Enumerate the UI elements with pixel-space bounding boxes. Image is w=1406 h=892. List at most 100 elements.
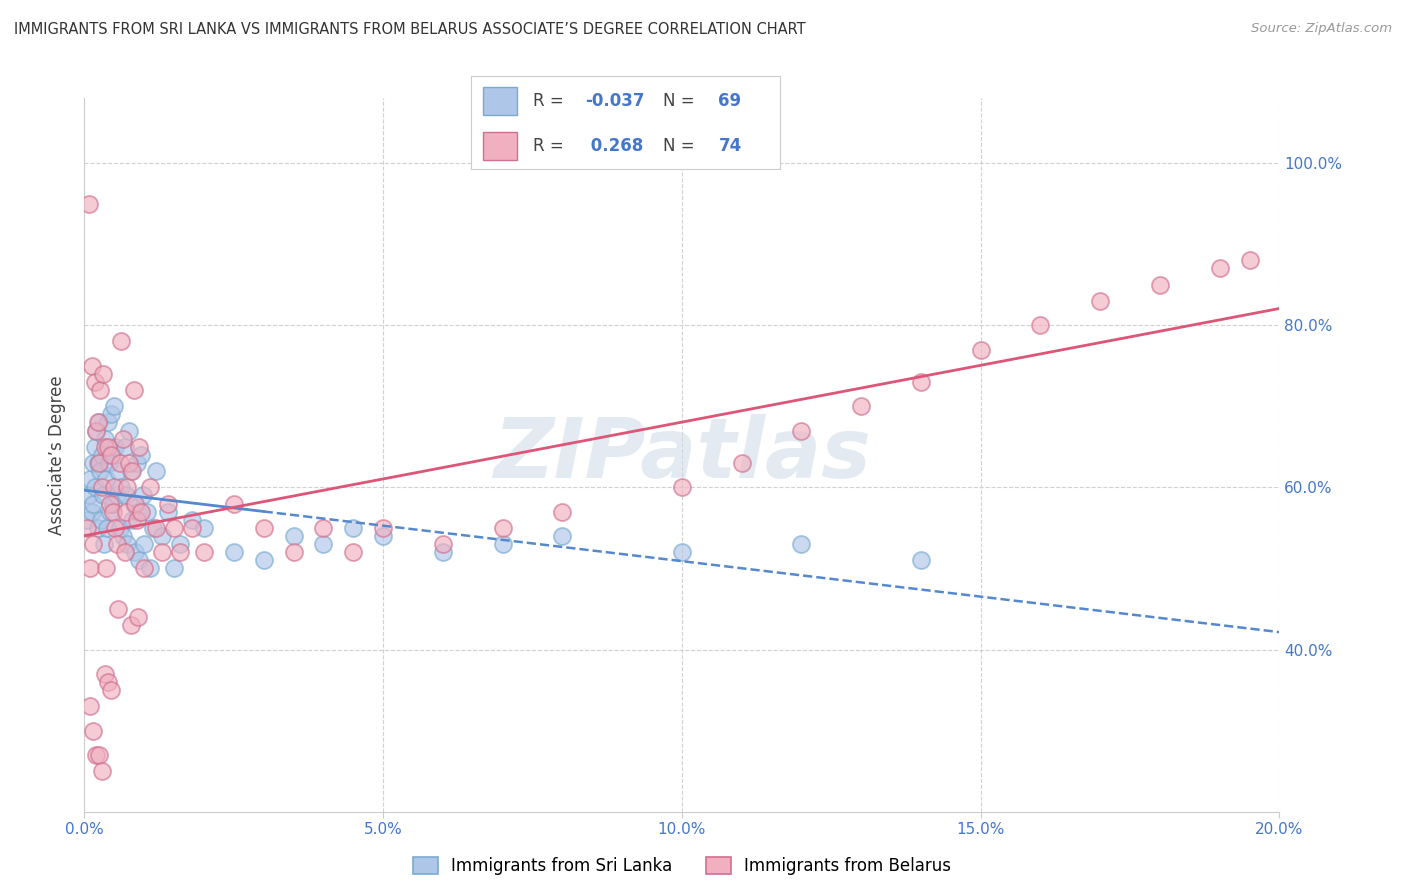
Point [169, 537, 191, 551]
Point [120, 464, 142, 478]
Point [671, 545, 693, 559]
Point [94, 440, 117, 454]
Point [122, 497, 145, 511]
Point [312, 521, 335, 535]
Point [83, 440, 105, 454]
Point [107, 602, 129, 616]
Point [98, 497, 121, 511]
Point [371, 521, 394, 535]
Point [98, 505, 121, 519]
Point [157, 497, 180, 511]
Point [94, 666, 117, 681]
Point [125, 456, 148, 470]
Point [110, 521, 132, 535]
Y-axis label: Associate’s Degree: Associate’s Degree [48, 376, 66, 534]
Point [112, 529, 135, 543]
Point [80, 359, 103, 373]
Point [124, 545, 146, 559]
Point [100, 408, 122, 422]
Point [93, 367, 115, 381]
Point [180, 521, 204, 535]
Point [222, 545, 245, 559]
Point [89, 416, 111, 430]
Point [100, 683, 122, 698]
Point [551, 529, 574, 543]
Point [150, 529, 173, 543]
Point [127, 505, 149, 519]
Point [87, 521, 110, 535]
Point [89, 383, 111, 397]
Point [117, 480, 139, 494]
Point [180, 513, 204, 527]
Point [91, 480, 114, 494]
Point [145, 464, 167, 478]
Point [105, 488, 128, 502]
Point [910, 553, 932, 567]
Point [283, 545, 305, 559]
Point [849, 399, 872, 413]
Point [79, 472, 101, 486]
Point [80, 505, 103, 519]
Point [96, 521, 118, 535]
Point [122, 383, 145, 397]
Point [132, 488, 155, 502]
Point [551, 505, 574, 519]
Point [150, 545, 173, 559]
Point [89, 464, 111, 478]
Point [129, 505, 152, 519]
Point [101, 505, 124, 519]
Point [1239, 253, 1261, 268]
Point [97, 416, 120, 430]
Bar [484, 132, 517, 160]
Point [77, 488, 100, 502]
Point [145, 521, 167, 535]
Point [128, 440, 150, 454]
Point [132, 537, 156, 551]
Point [731, 456, 754, 470]
Point [86, 416, 108, 430]
Point [91, 764, 114, 779]
Point [97, 675, 120, 690]
Point [97, 440, 120, 454]
Point [169, 545, 191, 559]
Point [76, 521, 98, 535]
Legend: Immigrants from Sri Lanka, Immigrants from Belarus: Immigrants from Sri Lanka, Immigrants fr… [406, 850, 957, 882]
Point [1029, 318, 1052, 333]
Point [253, 521, 276, 535]
Point [163, 561, 186, 575]
Point [970, 343, 993, 357]
Point [193, 545, 215, 559]
Point [98, 456, 121, 470]
Point [115, 505, 138, 519]
Point [312, 537, 335, 551]
Point [90, 513, 112, 527]
Point [790, 424, 813, 438]
Point [157, 505, 180, 519]
Point [86, 747, 108, 762]
Point [82, 723, 104, 738]
Point [104, 521, 127, 535]
Point [127, 610, 149, 624]
Point [84, 480, 107, 494]
Point [142, 521, 165, 535]
Point [132, 561, 156, 575]
Point [1088, 293, 1111, 308]
Point [100, 448, 122, 462]
Point [82, 497, 104, 511]
Point [193, 521, 215, 535]
Point [492, 521, 515, 535]
Point [139, 561, 162, 575]
Point [86, 424, 108, 438]
Point [114, 440, 136, 454]
Text: -0.037: -0.037 [585, 92, 645, 110]
Point [101, 448, 124, 462]
Point [136, 505, 159, 519]
Text: R =: R = [533, 92, 569, 110]
Point [103, 399, 125, 413]
Point [93, 537, 115, 551]
Point [121, 464, 143, 478]
Point [121, 513, 143, 527]
Point [96, 472, 118, 486]
Text: N =: N = [662, 137, 700, 155]
Point [790, 537, 813, 551]
